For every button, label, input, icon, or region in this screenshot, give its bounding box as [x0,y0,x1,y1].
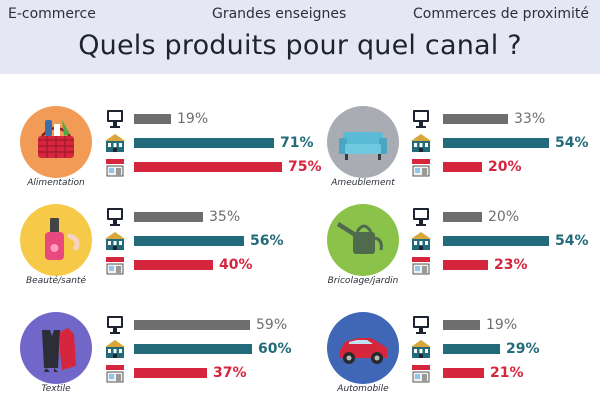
category-label-beaut-sant: Beauté/santé [25,276,86,286]
value-label-ameublement-grandes-enseignes: 54% [555,135,589,151]
computer-monitor-icon [104,109,126,129]
bar-bricolage-jardin-proximite [443,260,488,270]
value-label-bricolage-jardin-ecommerce: 20% [488,209,520,225]
local-shop-icon [104,363,126,383]
value-label-alimentation-grandes-enseignes: 71% [280,135,314,151]
category-label-alimentation: Alimentation [27,178,85,188]
bar-ameublement-ecommerce [443,114,508,124]
category-label-ameublement: Ameublement [331,178,395,188]
legend-grandes-enseignes: Grandes enseignes [212,6,347,22]
sofa-icon [327,106,399,178]
bar-bricolage-jardin-ecommerce [443,212,482,222]
category-label-textile: Textile [41,384,71,394]
bar-textile-grandes-enseignes [134,344,252,354]
bar-beaut-sant-proximite [134,260,213,270]
category-label-bricolage-jardin: Bricolage/jardin [327,276,399,286]
value-label-bricolage-jardin-grandes-enseignes: 54% [555,233,589,249]
value-label-automobile-grandes-enseignes: 29% [506,341,540,357]
bar-alimentation-grandes-enseignes [134,138,274,148]
value-label-ameublement-proximite: 20% [488,159,522,175]
bar-alimentation-ecommerce [134,114,171,124]
computer-monitor-icon [410,109,432,129]
local-shop-icon [104,255,126,275]
computer-monitor-icon [410,315,432,335]
value-label-ameublement-ecommerce: 33% [514,111,546,127]
value-label-alimentation-ecommerce: 19% [177,111,209,127]
shopping-mall-icon [410,133,432,153]
computer-monitor-icon [410,207,432,227]
legend-ecommerce: E-commerce [8,6,96,22]
bar-automobile-proximite [443,368,484,378]
shopping-mall-icon [104,339,126,359]
nail-polish-icon [20,204,92,276]
value-label-textile-grandes-enseignes: 60% [258,341,292,357]
food-basket-icon [20,106,92,178]
header-band: E-commerce Grandes enseignes Commerces d… [0,0,600,74]
value-label-beaut-sant-ecommerce: 35% [209,209,241,225]
car-icon [327,312,399,384]
computer-monitor-icon [104,315,126,335]
bar-beaut-sant-ecommerce [134,212,203,222]
bar-automobile-grandes-enseignes [443,344,500,354]
bar-ameublement-grandes-enseignes [443,138,549,148]
shopping-mall-icon [104,231,126,251]
bar-beaut-sant-grandes-enseignes [134,236,244,246]
category-label-automobile: Automobile [337,384,389,394]
value-label-textile-ecommerce: 59% [256,317,288,333]
local-shop-icon [410,363,432,383]
local-shop-icon [410,157,432,177]
bar-textile-proximite [134,368,207,378]
local-shop-icon [410,255,432,275]
value-label-automobile-ecommerce: 19% [486,317,518,333]
clothes-icon [20,312,92,384]
watering-can-icon [327,204,399,276]
bar-ameublement-proximite [443,162,482,172]
value-label-textile-proximite: 37% [213,365,247,381]
legend-commerces-proximite: Commerces de proximité [413,6,589,22]
shopping-mall-icon [410,339,432,359]
value-label-beaut-sant-grandes-enseignes: 56% [250,233,284,249]
shopping-mall-icon [410,231,432,251]
bar-bricolage-jardin-grandes-enseignes [443,236,549,246]
bar-alimentation-proximite [134,162,282,172]
shopping-mall-icon [104,133,126,153]
value-label-bricolage-jardin-proximite: 23% [494,257,528,273]
chart-title: Quels produits pour quel canal ? [78,30,522,61]
computer-monitor-icon [104,207,126,227]
value-label-beaut-sant-proximite: 40% [219,257,253,273]
value-label-alimentation-proximite: 75% [288,159,322,175]
bar-textile-ecommerce [134,320,250,330]
bar-automobile-ecommerce [443,320,480,330]
local-shop-icon [104,157,126,177]
value-label-automobile-proximite: 21% [490,365,524,381]
